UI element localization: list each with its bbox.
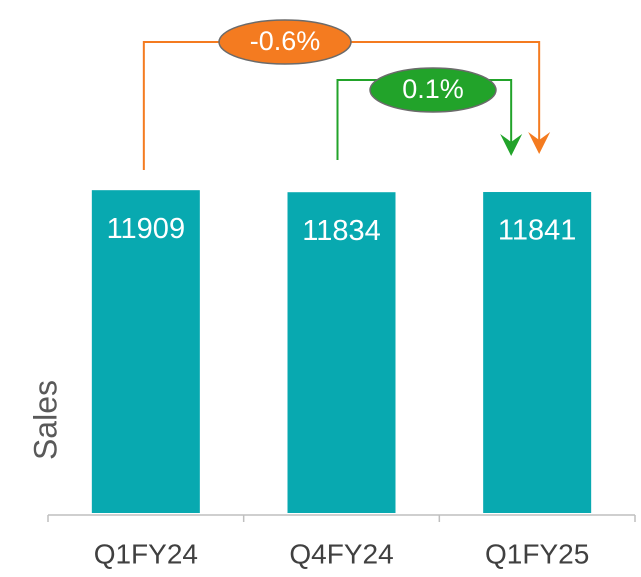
bar bbox=[91, 190, 200, 513]
annotation-label: -0.6% bbox=[250, 26, 321, 56]
annotation-arrowhead bbox=[500, 134, 523, 156]
x-tick-label: Q1FY25 bbox=[485, 538, 589, 569]
bar bbox=[483, 192, 592, 513]
data-label: 11909 bbox=[107, 213, 186, 245]
annotation-arrowhead bbox=[528, 132, 551, 154]
data-label: 11841 bbox=[498, 215, 577, 247]
annotation-label: 0.1% bbox=[402, 74, 464, 104]
x-tick-label: Q4FY24 bbox=[289, 538, 393, 569]
annotation-bubble bbox=[369, 67, 497, 113]
y-axis-label: Sales bbox=[27, 380, 63, 460]
bar bbox=[287, 192, 396, 514]
annotation-bubble bbox=[218, 19, 352, 65]
data-label: 11834 bbox=[302, 215, 381, 247]
annotation-connector bbox=[142, 41, 541, 170]
x-tick-label: Q1FY24 bbox=[94, 538, 198, 569]
